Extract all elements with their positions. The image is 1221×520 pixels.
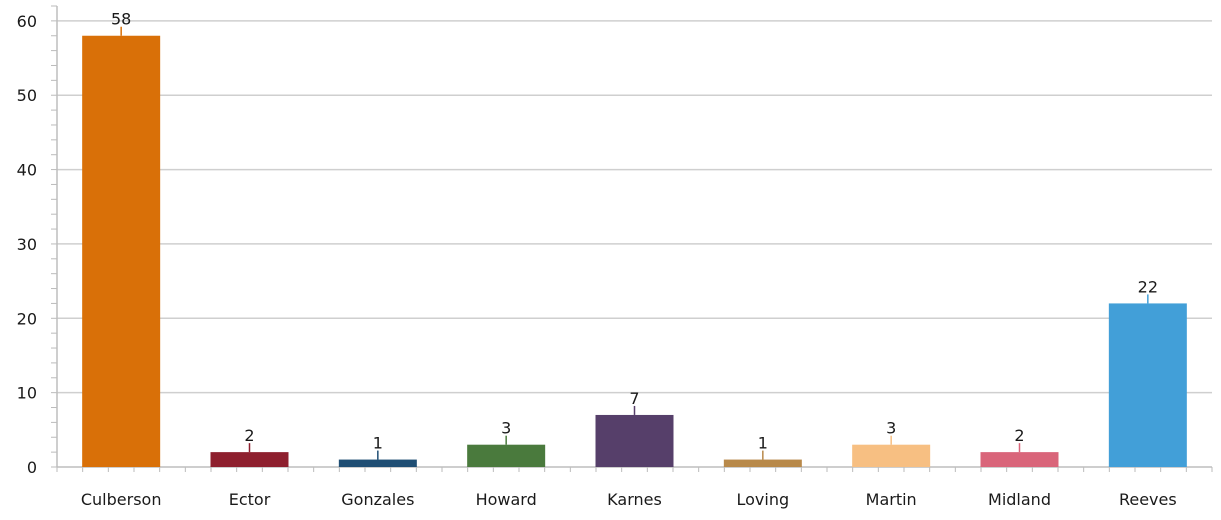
bars bbox=[82, 35, 1187, 467]
y-tick-label: 60 bbox=[17, 12, 37, 31]
y-tick-label: 0 bbox=[27, 458, 37, 477]
data-label-reeves: 22 bbox=[1138, 277, 1158, 296]
bar-midland bbox=[980, 452, 1059, 467]
data-label-howard: 3 bbox=[501, 419, 511, 438]
bar-culberson bbox=[82, 35, 161, 467]
bar-martin bbox=[852, 444, 931, 467]
data-label-culberson: 58 bbox=[111, 10, 131, 29]
y-tick-label: 20 bbox=[17, 309, 37, 328]
x-tick-labels: Culberson Ector Gonzales Howard Karnes Loving… bbox=[81, 490, 1177, 509]
data-label-midland: 2 bbox=[1014, 426, 1024, 445]
bar-ector bbox=[210, 452, 289, 467]
bar-loving bbox=[723, 459, 802, 467]
bar-gonzales bbox=[338, 459, 417, 467]
data-label-karnes: 7 bbox=[629, 389, 639, 408]
y-tick-label: 30 bbox=[17, 235, 37, 254]
data-label-loving: 1 bbox=[758, 434, 768, 453]
x-tick-label-reeves: Reeves bbox=[1119, 490, 1177, 509]
x-tick-label-ector: Ector bbox=[229, 490, 271, 509]
bar-howard bbox=[467, 444, 546, 467]
x-tick-label-martin: Martin bbox=[866, 490, 917, 509]
y-tick-label: 10 bbox=[17, 384, 37, 403]
y-tick-label: 50 bbox=[17, 86, 37, 105]
data-label-martin: 3 bbox=[886, 419, 896, 438]
data-label-ector: 2 bbox=[244, 426, 254, 445]
x-tick-label-midland: Midland bbox=[988, 490, 1051, 509]
y-tick-label: 40 bbox=[17, 161, 37, 180]
x-tick-label-howard: Howard bbox=[476, 490, 537, 509]
bar-karnes bbox=[595, 414, 674, 467]
x-tick-label-karnes: Karnes bbox=[607, 490, 662, 509]
x-tick-label-loving: Loving bbox=[737, 490, 790, 509]
bar-reeves bbox=[1108, 303, 1187, 467]
data-label-gonzales: 1 bbox=[373, 434, 383, 453]
y-tick-labels: 0 10 20 30 40 50 60 bbox=[17, 12, 37, 477]
minor-ticks bbox=[51, 5, 1213, 472]
x-tick-label-gonzales: Gonzales bbox=[341, 490, 414, 509]
x-tick-label-culberson: Culberson bbox=[81, 490, 162, 509]
gridlines bbox=[57, 20, 1212, 394]
